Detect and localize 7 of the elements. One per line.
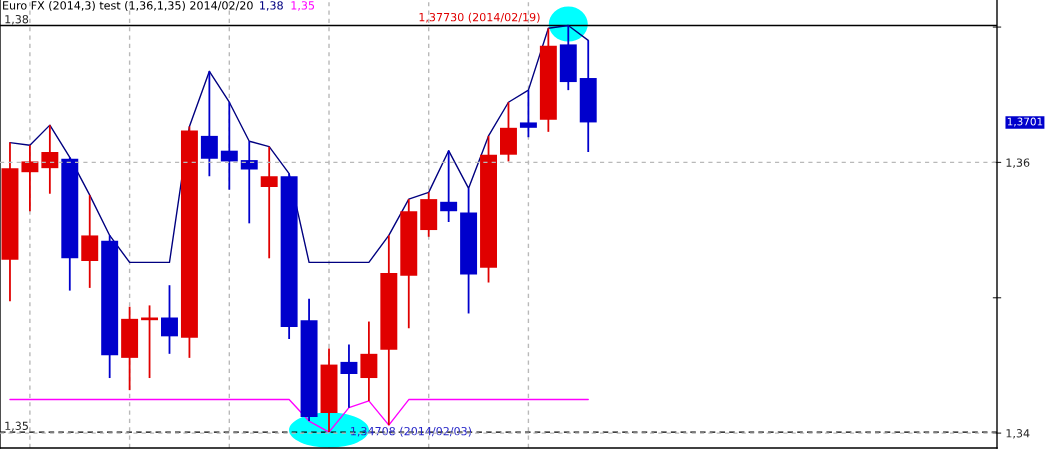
y2-tick-label: 1,36 [1006,158,1030,168]
text: 1,38 [260,1,283,11]
text: 1,35 [291,1,315,11]
text: 1,3701 [1007,117,1043,127]
annotation: 1,37730 (2014/02/19) [419,12,540,23]
y2-tick-label: 1,34 [1006,429,1030,439]
chart-title: Euro FX (2014,3) test (1,36,1,35) 2014/02/20 [3,1,253,11]
